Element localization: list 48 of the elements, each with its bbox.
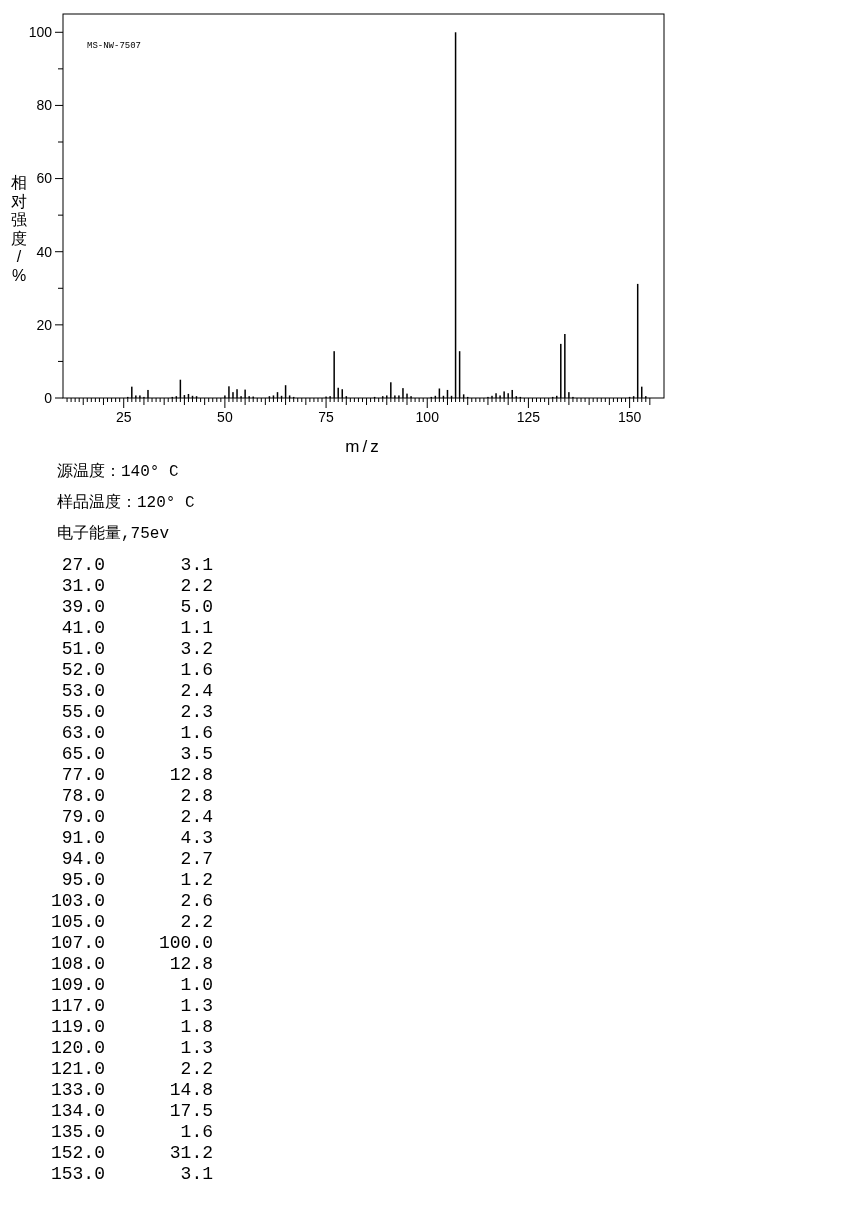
x-axis-title: m/z xyxy=(345,437,382,456)
text: 133.0 14.8 xyxy=(50,1080,213,1100)
text: 108.0 12.8 xyxy=(50,954,213,974)
text: 121.0 2.2 xyxy=(50,1059,213,1079)
text: 135.0 1.6 xyxy=(50,1122,213,1142)
text: 105.0 2.2 xyxy=(50,912,213,932)
x-tick-label: 75 xyxy=(318,409,335,425)
text: 51.0 3.2 xyxy=(61,639,213,659)
x-tick-label: 25 xyxy=(115,409,132,425)
text: 41.0 1.1 xyxy=(61,618,213,638)
text: 107.0 100.0 xyxy=(50,933,213,953)
text: 样品温度：120° C xyxy=(57,493,195,512)
text: 119.0 1.8 xyxy=(50,1017,213,1037)
text: 63.0 1.6 xyxy=(61,723,213,743)
y-tick-label: 100 xyxy=(28,24,53,41)
text: 94.0 2.7 xyxy=(61,849,213,869)
text: 103.0 2.6 xyxy=(50,891,213,911)
text: 电子能量,75ev xyxy=(57,524,170,543)
text: 31.0 2.2 xyxy=(61,576,213,596)
x-tick-label: 125 xyxy=(516,409,541,425)
y-axis-title: 相对强度/% xyxy=(11,174,27,284)
text: 55.0 2.3 xyxy=(61,702,213,722)
text: 152.0 31.2 xyxy=(50,1143,213,1163)
annotation: MS-NW-7507 xyxy=(87,41,142,51)
text: 91.0 4.3 xyxy=(61,828,213,848)
text: 95.0 1.2 xyxy=(61,870,213,890)
y-tick-label: 80 xyxy=(36,97,53,114)
text: 65.0 3.5 xyxy=(61,744,213,764)
y-tick-label: 40 xyxy=(36,243,53,260)
text: 153.0 3.1 xyxy=(50,1164,213,1184)
y-tick-label: 60 xyxy=(36,170,53,187)
text: 39.0 5.0 xyxy=(61,597,213,617)
text: 77.0 12.8 xyxy=(61,765,213,785)
text: 27.0 3.1 xyxy=(61,555,213,575)
text: 117.0 1.3 xyxy=(50,996,213,1016)
text: 源温度：140° C xyxy=(57,462,179,481)
text: 52.0 1.6 xyxy=(61,660,213,680)
text: 79.0 2.4 xyxy=(61,807,213,827)
x-tick-label: 50 xyxy=(217,409,233,425)
text: 109.0 1.0 xyxy=(50,975,213,995)
text: 120.0 1.3 xyxy=(50,1038,213,1058)
x-tick-label: 150 xyxy=(617,409,642,425)
text: 78.0 2.8 xyxy=(61,786,213,806)
x-tick-label: 100 xyxy=(415,409,440,425)
text: 53.0 2.4 xyxy=(61,681,213,701)
y-tick-label: 20 xyxy=(36,316,53,333)
text: 134.0 17.5 xyxy=(50,1101,213,1121)
y-tick-label: 0 xyxy=(44,389,53,406)
